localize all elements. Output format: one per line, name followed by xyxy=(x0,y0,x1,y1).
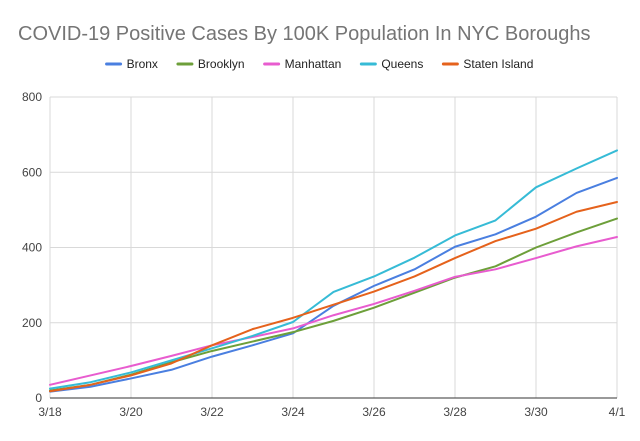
y-tick-label: 600 xyxy=(22,165,42,179)
y-tick-label: 400 xyxy=(22,241,42,255)
x-tick-label: 3/18 xyxy=(38,405,62,419)
x-tick-label: 3/28 xyxy=(443,405,467,419)
series-lines xyxy=(49,149,618,393)
y-tick-label: 200 xyxy=(22,316,42,330)
gridlines xyxy=(49,96,618,398)
legend-label: Queens xyxy=(381,57,423,71)
axes: 0 200 400 600 800 3/18 3/20 3/22 3/24 3/26 3/28 3/3… xyxy=(22,90,626,419)
x-tick-label: 3/30 xyxy=(524,405,548,419)
series-line-queens xyxy=(49,149,618,390)
y-tick-label: 0 xyxy=(35,391,42,405)
y-tick-label: 800 xyxy=(22,90,42,104)
x-tick-label: 3/26 xyxy=(362,405,386,419)
legend-item-manhattan: Manhattan xyxy=(263,57,342,71)
legend-label: Bronx xyxy=(127,57,158,71)
x-tick-label: 3/20 xyxy=(119,405,143,419)
legend-label: Manhattan xyxy=(285,57,342,71)
series-line-bronx xyxy=(49,176,618,393)
legend-label: Brooklyn xyxy=(198,57,245,71)
legend-item-staten-island: Staten Island xyxy=(441,57,533,71)
x-tick-label: 3/22 xyxy=(200,405,224,419)
series-line-staten-island xyxy=(49,200,618,393)
legend: Bronx Brooklyn Manhattan Queens Staten Islan… xyxy=(105,57,533,71)
series-line-manhattan xyxy=(49,235,618,386)
legend-item-brooklyn: Brooklyn xyxy=(176,57,245,71)
legend-item-bronx: Bronx xyxy=(105,57,158,71)
chart-title: COVID-19 Positive Cases By 100K Populati… xyxy=(18,23,591,45)
legend-item-queens: Queens xyxy=(359,57,423,71)
x-tick-label: 4/1 xyxy=(609,405,626,419)
legend-label: Staten Island xyxy=(463,57,533,71)
x-tick-label: 3/24 xyxy=(281,405,305,419)
